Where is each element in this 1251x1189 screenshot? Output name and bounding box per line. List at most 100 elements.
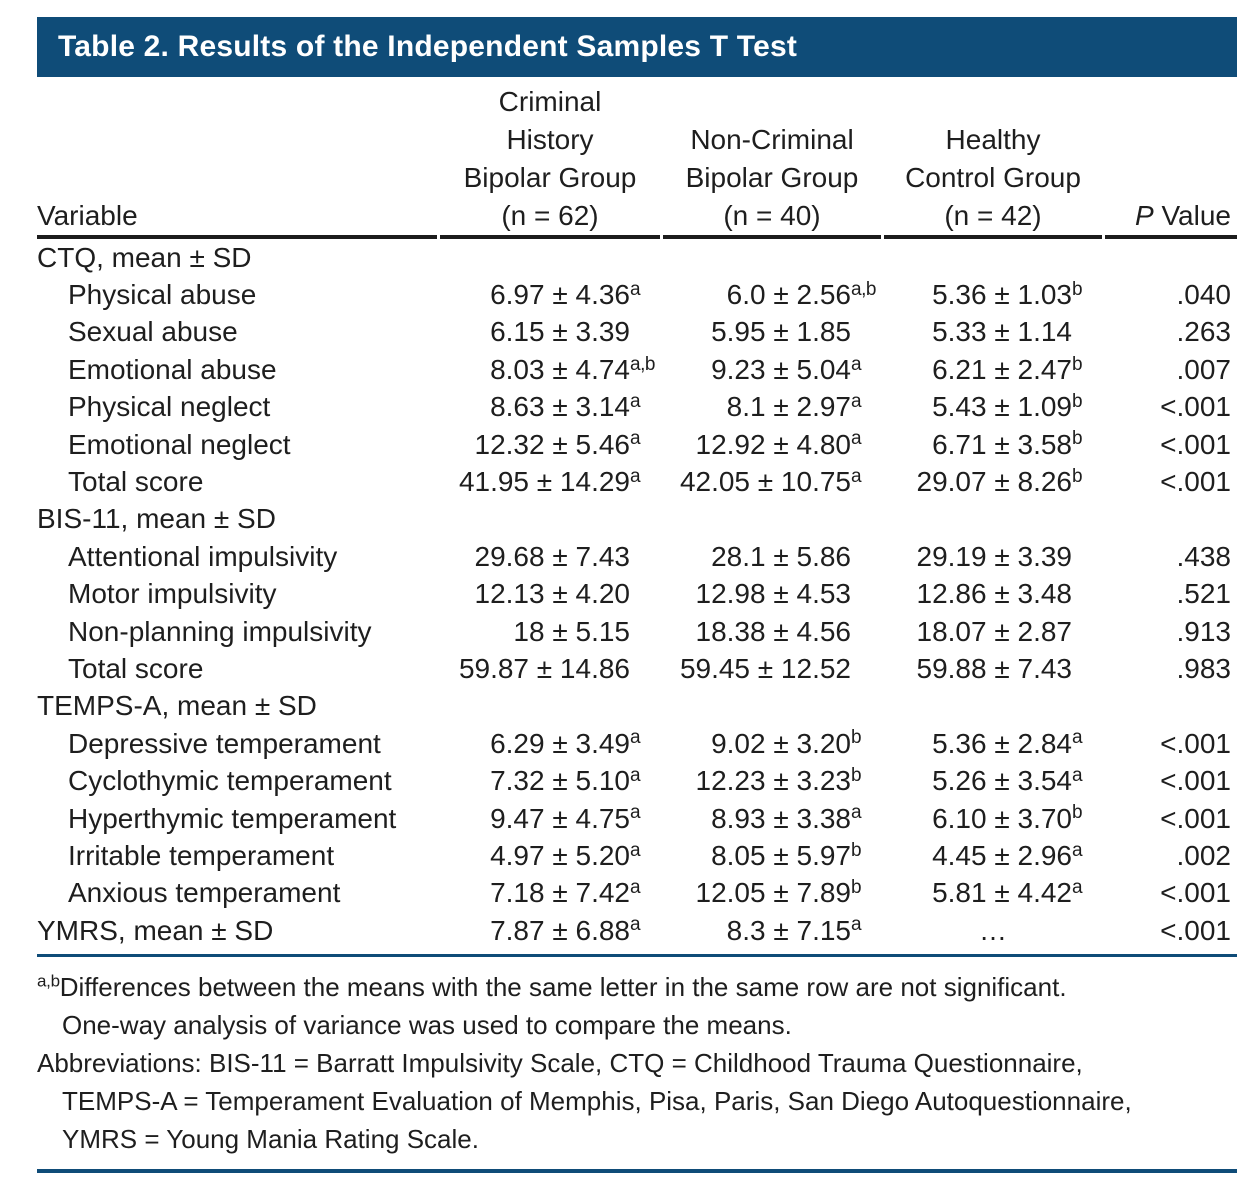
row-label: Irritable temperament [68,839,335,871]
cell-group2: 12.05 ± 7.89 b [663,877,881,909]
cell-value: 29.19 ± 3.39 [916,540,1073,572]
superscript-slot: b [851,840,881,872]
cell-pvalue: <.001 [1160,466,1231,498]
cell-value: 12.92 ± 4.80 [695,428,852,460]
table-row: YMRS, mean ± SD 7.87 ± 6.88 a 8.3 ± 7.15 a… <… [37,912,1237,949]
cell-group2: 8.93 ± 3.38 a [663,803,881,835]
row-label: CTQ, mean ± SD [37,241,252,273]
cell-value: 18 ± 5.15 [513,615,630,647]
cell-value: 41.95 ± 14.29 [458,466,630,498]
header-line: Bipolar Group [463,162,637,193]
superscript-slot: b [1072,354,1102,386]
header-line: Healthy [945,124,1041,155]
significance-superscript: a [630,877,641,898]
significance-superscript: a [851,428,862,450]
significance-superscript: a [630,465,641,487]
cell-group1: 9.47 ± 4.75 a [440,803,660,835]
row-label: Physical neglect [68,391,271,423]
cell-value: 8.03 ± 4.74 [490,353,630,385]
cell-group2: 8.05 ± 5.97 b [663,840,881,872]
footnote-marker-superscript: a,b [37,971,60,991]
superscript-slot: a [851,429,881,461]
significance-superscript: a [630,839,641,861]
significance-superscript: a [630,428,641,450]
superscript-slot: a [851,391,881,423]
table-row: Anxious temperament 7.18 ± 7.42 a 12.05 ± 7… [37,875,1237,912]
cell-group2: 12.23 ± 3.23 b [663,765,881,797]
cell-value: 12.32 ± 5.46 [474,428,631,460]
cell-group1: 6.15 ± 3.39 [440,316,660,348]
row-label: TEMPS-A, mean ± SD [37,690,317,722]
cell-value: 12.13 ± 4.20 [474,578,631,610]
table2-card: Table 2. Results of the Independent Samp… [37,17,1237,1174]
cell-value: 9.23 ± 5.04 [711,353,851,385]
superscript-slot: a [851,915,881,947]
header-sample-size: (n = 40) [723,200,821,231]
column-header-variable-label: Variable [37,200,138,231]
cell-value: 12.23 ± 3.23 [695,765,852,797]
cell-group2: 12.98 ± 4.53 [663,578,881,610]
table-row: Depressive temperament 6.29 ± 3.49 a 9.02 ±… [37,725,1237,762]
significance-superscript: a [630,764,641,786]
superscript-slot: a [1072,840,1102,872]
cell-group3: 5.26 ± 3.54 a [884,765,1102,797]
cell-pvalue: <.001 [1160,877,1231,909]
cell-pvalue: <.001 [1160,802,1231,834]
cell-value: 9.47 ± 4.75 [490,802,630,834]
significance-superscript: a [1072,727,1083,749]
cell-pvalue: <.001 [1160,914,1231,946]
cell-group3: 5.81 ± 4.42 a [884,877,1102,909]
cell-value: 8.05 ± 5.97 [711,839,851,871]
row-label: Total score [68,652,204,684]
significance-superscript: b [1072,390,1083,412]
row-label: YMRS, mean ± SD [37,914,274,946]
cell-group3: 5.36 ± 2.84 a [884,728,1102,760]
cell-value: 29.68 ± 7.43 [474,540,631,572]
table-row: Physical neglect 8.63 ± 3.14 a 8.1 ± 2.97 a 5… [37,389,1237,426]
cell-value: 59.87 ± 14.86 [458,652,630,684]
significance-superscript: a [851,353,862,375]
superscript-slot: b [1072,279,1102,311]
cell-group1: 41.95 ± 14.29 a [440,466,660,498]
row-label: Sexual abuse [68,316,238,348]
cell-value: 6.71 ± 3.58 [932,428,1072,460]
cell-value: 12.86 ± 3.48 [916,578,1073,610]
header-line: Bipolar Group [685,162,859,193]
significance-superscript: b [851,839,862,861]
superscript-slot: a [630,915,660,947]
table-row: Attentional impulsivity 29.68 ± 7.43 28.1 … [37,538,1237,575]
cell-group2: 8.1 ± 2.97 a [663,391,881,423]
cell-group2: 8.3 ± 7.15 a [663,915,881,947]
cell-group2: 9.02 ± 3.20 b [663,728,881,760]
header-line: Control Group [905,162,1081,193]
superscript-slot: a [851,466,881,498]
cell-value: 42.05 ± 10.75 [679,466,851,498]
table-row: Non-planning impulsivity 18 ± 5.15 18.38 ±… [37,613,1237,650]
cell-group3: 6.71 ± 3.58 b [884,429,1102,461]
superscript-slot: a [630,279,660,311]
cell-value: 8.93 ± 3.38 [711,802,851,834]
row-label: Emotional neglect [68,428,291,460]
cell-value: 5.26 ± 3.54 [932,765,1072,797]
superscript-slot: b [851,728,881,760]
cell-pvalue: .002 [1176,839,1232,871]
cell-group3: 18.07 ± 2.87 [884,616,1102,648]
superscript-slot: a [851,354,881,386]
cell-value: 6.21 ± 2.47 [932,353,1072,385]
cell-value: 8.63 ± 3.14 [490,391,630,423]
row-label: Physical abuse [68,279,257,311]
divider-rule [37,954,1237,958]
cell-group1: 29.68 ± 7.43 [440,541,660,573]
cell-group1: 18 ± 5.15 [440,616,660,648]
significance-superscript: a [851,802,862,824]
cell-value: 6.0 ± 2.56 [726,279,851,311]
significance-superscript: a [1072,877,1083,898]
superscript-slot: a [630,840,660,872]
table-row: CTQ, mean ± SD [37,239,1237,276]
cell-group3: 4.45 ± 2.96 a [884,840,1102,872]
footnote-line: TEMPS-A = Temperament Evaluation of Memp… [62,1086,1132,1117]
significance-superscript: a [851,465,862,487]
column-header-pvalue: P Value [1105,83,1237,239]
significance-superscript: a [1072,839,1083,861]
cell-pvalue: .007 [1176,353,1232,385]
